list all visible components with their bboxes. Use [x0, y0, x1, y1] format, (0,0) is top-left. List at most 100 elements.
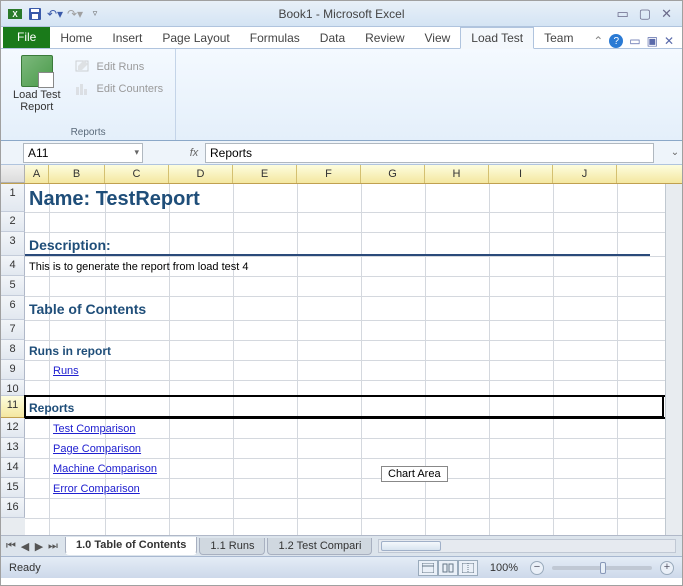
load-test-report-icon [21, 55, 53, 87]
row-header[interactable]: 7 [1, 320, 25, 340]
col-header[interactable]: D [169, 165, 233, 183]
row-headers: 1 2 3 4 5 6 7 8 9 10 11 12 13 14 15 16 [1, 184, 25, 535]
col-header[interactable]: E [233, 165, 297, 183]
view-normal-icon[interactable] [418, 560, 438, 576]
save-icon[interactable] [27, 6, 43, 22]
tab-team[interactable]: Team [534, 28, 583, 48]
svg-text:X: X [12, 10, 18, 19]
row-header[interactable]: 1 [1, 184, 25, 212]
load-test-report-label: Load TestReport [13, 89, 61, 113]
ribbon-body: Load TestReport Edit Runs Edit Counters … [1, 49, 682, 141]
tab-insert[interactable]: Insert [102, 28, 152, 48]
row-header[interactable]: 13 [1, 438, 25, 458]
zoom-out-icon[interactable]: − [530, 561, 544, 575]
edit-counters-button[interactable]: Edit Counters [75, 81, 164, 97]
hscroll-thumb[interactable] [381, 541, 441, 551]
maximize-icon[interactable]: ▢ [639, 6, 651, 22]
sheet-nav-first-icon[interactable]: ⏮ [5, 540, 17, 553]
cell-reports-hdr: Reports [29, 398, 74, 418]
row-header[interactable]: 12 [1, 418, 25, 438]
row-header[interactable]: 9 [1, 360, 25, 380]
sheet-tab-toc[interactable]: 1.0 Table of Contents [65, 537, 197, 555]
close-icon[interactable]: ✕ [661, 6, 672, 22]
sheet-tab-testcompare[interactable]: 1.2 Test Compari [267, 538, 372, 555]
row-header[interactable]: 3 [1, 232, 25, 256]
view-buttons [418, 560, 478, 576]
zoom-in-icon[interactable]: + [660, 561, 674, 575]
zoom-thumb[interactable] [600, 562, 606, 574]
col-header[interactable]: A [25, 165, 49, 183]
col-header[interactable]: J [553, 165, 617, 183]
doc-minimize-icon[interactable]: ▭ [629, 34, 640, 48]
row-header[interactable]: 11 [1, 396, 25, 418]
zoom-slider[interactable] [552, 566, 652, 570]
cell-description-hdr: Description: [29, 234, 111, 256]
doc-restore-icon[interactable]: ▣ [647, 34, 658, 48]
sheet-tab-runs[interactable]: 1.1 Runs [199, 538, 265, 555]
tab-loadtest[interactable]: Load Test [460, 27, 534, 49]
view-layout-icon[interactable] [438, 560, 458, 576]
ribbon-minimize-icon[interactable]: ⌃ [593, 34, 603, 48]
row-header[interactable]: 16 [1, 498, 25, 518]
formula-bar[interactable]: Reports [205, 143, 654, 163]
col-header[interactable]: F [297, 165, 361, 183]
col-header[interactable]: C [105, 165, 169, 183]
row-header[interactable]: 5 [1, 276, 25, 296]
view-pagebreak-icon[interactable] [458, 560, 478, 576]
sheet-tab-bar: ⏮ ◀ ▶ ⏭ 1.0 Table of Contents 1.1 Runs 1… [1, 535, 682, 556]
row-header[interactable]: 4 [1, 256, 25, 276]
edit-runs-button[interactable]: Edit Runs [75, 59, 164, 75]
col-header[interactable]: I [489, 165, 553, 183]
horizontal-scrollbar[interactable] [378, 539, 676, 553]
title-bar: X ↶▾ ↷▾ ▿ Book1 - Microsoft Excel ▭ ▢ ✕ [1, 1, 682, 27]
col-header[interactable]: B [49, 165, 105, 183]
minimize-icon[interactable]: ▭ [617, 6, 629, 22]
help-icon[interactable]: ? [609, 34, 623, 48]
sheet-nav-next-icon[interactable]: ▶ [33, 540, 45, 553]
link-page-comparison[interactable]: Page Comparison [53, 439, 141, 459]
chart-area-tooltip: Chart Area [381, 466, 448, 482]
cell-description-text: This is to generate the report from load… [29, 257, 249, 277]
cell-title: Name: TestReport [29, 186, 200, 212]
row-header[interactable]: 6 [1, 296, 25, 320]
col-header[interactable]: G [361, 165, 425, 183]
tab-formulas[interactable]: Formulas [240, 28, 310, 48]
tab-home[interactable]: Home [50, 28, 102, 48]
col-header[interactable]: H [425, 165, 489, 183]
link-runs[interactable]: Runs [53, 361, 79, 381]
vertical-scrollbar[interactable] [665, 184, 682, 535]
cells-area[interactable]: Name: TestReport Description: This is to… [25, 184, 665, 535]
link-test-comparison[interactable]: Test Comparison [53, 419, 136, 439]
row-header[interactable]: 8 [1, 340, 25, 360]
quick-access-toolbar: X ↶▾ ↷▾ ▿ [1, 6, 109, 22]
tab-pagelayout[interactable]: Page Layout [152, 28, 239, 48]
tab-view[interactable]: View [415, 28, 461, 48]
undo-icon[interactable]: ↶▾ [47, 6, 63, 22]
row-header[interactable]: 10 [1, 380, 25, 396]
redo-icon[interactable]: ↷▾ [67, 6, 83, 22]
row-header[interactable]: 2 [1, 212, 25, 232]
top-border [25, 395, 665, 397]
cell-runs-hdr: Runs in report [29, 341, 111, 361]
qat-customize-icon[interactable]: ▿ [87, 6, 103, 22]
row-header[interactable]: 14 [1, 458, 25, 478]
tab-data[interactable]: Data [310, 28, 355, 48]
zoom-level[interactable]: 100% [490, 562, 518, 574]
fx-icon[interactable]: fx [183, 147, 205, 159]
tab-review[interactable]: Review [355, 28, 414, 48]
link-machine-comparison[interactable]: Machine Comparison [53, 459, 157, 479]
row-header[interactable]: 15 [1, 478, 25, 498]
sheet-nav-last-icon[interactable]: ⏭ [47, 540, 59, 553]
excel-icon: X [7, 6, 23, 22]
sheet-nav-prev-icon[interactable]: ◀ [19, 540, 31, 553]
doc-close-icon[interactable]: ✕ [664, 34, 674, 48]
status-bar: Ready 100% − + [1, 556, 682, 578]
name-box[interactable]: A11 [23, 143, 143, 163]
link-error-comparison[interactable]: Error Comparison [53, 479, 140, 499]
formula-expand-icon[interactable]: ⌄ [668, 147, 682, 158]
select-all-corner[interactable] [1, 165, 25, 183]
load-test-report-button[interactable]: Load TestReport [9, 53, 65, 115]
edit-runs-icon [75, 59, 91, 75]
ribbon-tabs: File Home Insert Page Layout Formulas Da… [1, 27, 682, 49]
tab-file[interactable]: File [3, 26, 50, 48]
